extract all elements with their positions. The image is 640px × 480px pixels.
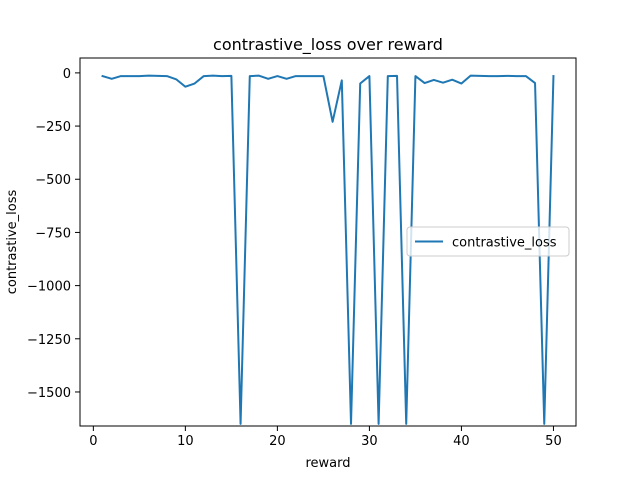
legend-label: contrastive_loss: [452, 236, 557, 251]
legend-box: [406, 226, 570, 257]
x-tick-label: 0: [89, 434, 97, 449]
x-tick-label: 50: [545, 434, 562, 449]
axes-frame: [79, 57, 577, 427]
y-axis-label: contrastive_loss: [5, 190, 20, 295]
x-axis-label: reward: [305, 456, 350, 471]
y-tick-label: −1250: [27, 333, 71, 348]
x-tick-label: 20: [269, 434, 286, 449]
chart-title: contrastive_loss over reward: [213, 35, 443, 55]
y-tick-label: −750: [35, 226, 71, 241]
y-tick-label: −1500: [27, 386, 71, 401]
x-tick-label: 30: [361, 434, 378, 449]
y-tick-label: −500: [35, 173, 71, 188]
y-tick-label: −1000: [27, 280, 71, 295]
x-tick-label: 40: [453, 434, 470, 449]
y-tick-label: 0: [63, 67, 71, 82]
y-tick-label: −250: [35, 120, 71, 135]
series-line-0: [101, 74, 555, 425]
x-tick-label: 10: [177, 434, 194, 449]
plot-area: 0 10 20 30 40 50 0 −250 −500 −750 −1000 −1250 −1500 c…: [27, 57, 577, 449]
